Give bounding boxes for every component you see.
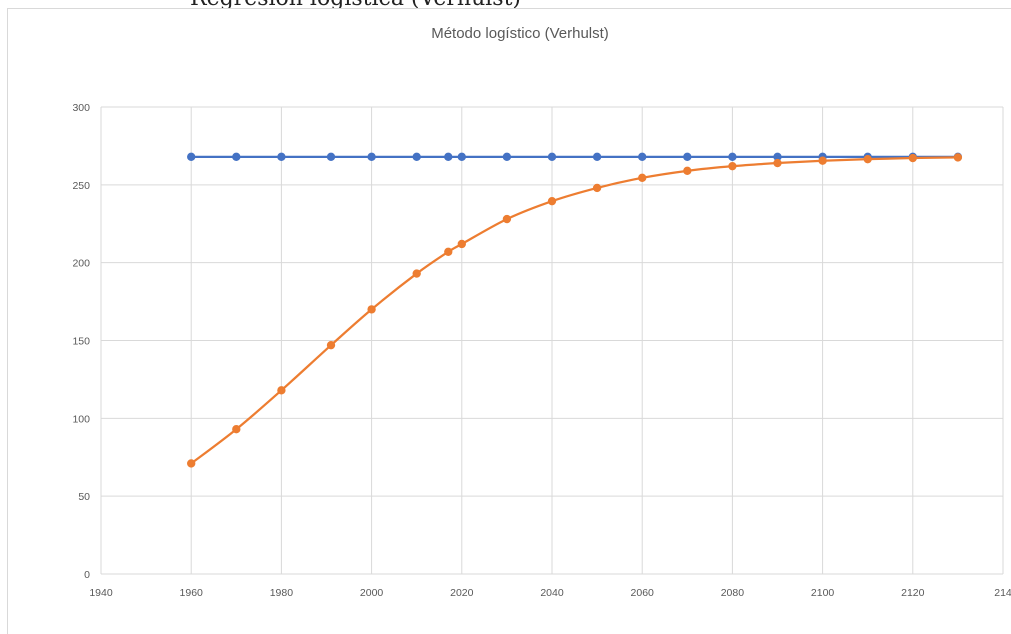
- y-tick-label: 50: [78, 491, 90, 503]
- data-point: [683, 166, 692, 175]
- data-point: [547, 197, 557, 206]
- x-axis-tick-labels: 1940 1960 1980 2000 2020 2040 2060 2080 2100 2120…: [89, 587, 1011, 599]
- chart-frame: [7, 8, 1011, 634]
- data-point: [773, 158, 782, 168]
- data-point: [457, 239, 466, 249]
- y-tick-label: 150: [72, 336, 90, 348]
- y-tick-label: 250: [72, 180, 90, 192]
- data-point: [863, 154, 872, 164]
- data-point: [367, 152, 376, 161]
- data-point: [953, 153, 963, 162]
- data-point: [638, 152, 647, 161]
- y-tick-label: 300: [72, 102, 90, 114]
- data-point: [638, 173, 647, 183]
- chart-title: Método logístico (Verhulst): [431, 25, 609, 42]
- x-tick-label: 2020: [450, 587, 474, 599]
- y-axis-tick-labels: 0 50 100 150 200 250 300: [72, 102, 90, 581]
- x-tick-label: 2120: [901, 587, 925, 599]
- data-point: [818, 156, 827, 165]
- y-tick-label: 0: [84, 569, 90, 581]
- x-tick-label: 2060: [631, 587, 655, 599]
- x-tick-label: 2000: [360, 587, 384, 599]
- x-tick-label: 1980: [270, 587, 294, 599]
- data-point: [277, 152, 286, 161]
- data-point: [367, 305, 376, 314]
- x-tick-label: 2080: [721, 587, 745, 599]
- data-point: [683, 152, 692, 161]
- page-header-fragment: Regresión logística (Verhulst): [0, 0, 1011, 8]
- data-point: [502, 214, 512, 224]
- y-tick-label: 100: [72, 413, 90, 425]
- data-point: [547, 152, 557, 161]
- x-tick-label: 1940: [89, 587, 113, 599]
- data-point: [592, 152, 602, 161]
- x-tick-label: 2100: [811, 587, 835, 599]
- data-point: [412, 152, 421, 161]
- data-point: [232, 425, 241, 434]
- series-2: [187, 153, 963, 468]
- data-point: [232, 152, 241, 161]
- series-layer: [187, 152, 963, 468]
- data-point: [728, 152, 737, 161]
- data-point: [444, 152, 453, 161]
- data-point: [502, 152, 512, 161]
- data-point: [326, 340, 336, 350]
- data-point: [326, 152, 336, 161]
- data-point: [412, 269, 421, 278]
- data-point: [592, 183, 602, 193]
- data-point: [187, 152, 196, 161]
- data-point: [277, 386, 286, 395]
- data-point: [187, 459, 196, 468]
- series-line: [190, 156, 958, 465]
- data-point: [728, 161, 737, 171]
- y-tick-label: 200: [72, 258, 90, 270]
- data-point: [444, 247, 453, 256]
- data-point: [457, 152, 466, 161]
- x-tick-label: 1960: [180, 587, 204, 599]
- data-point: [908, 153, 917, 163]
- grid-lines: [100, 106, 1004, 575]
- x-tick-label: 2040: [540, 587, 564, 599]
- x-tick-label: 214: [994, 587, 1011, 599]
